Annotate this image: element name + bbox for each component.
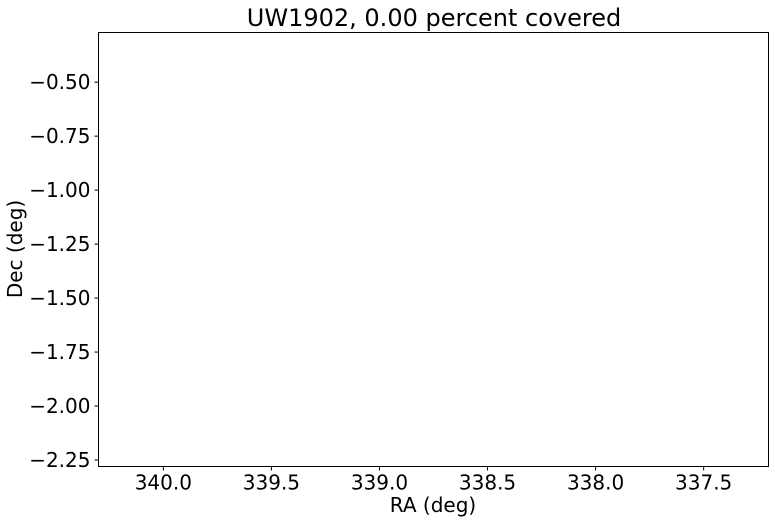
y-axis-label: Dec (deg) bbox=[3, 200, 27, 298]
plot-area-frame bbox=[98, 32, 769, 467]
chart-title: UW1902, 0.00 percent covered bbox=[247, 4, 621, 32]
y-tick-label: −1.25 bbox=[29, 232, 90, 256]
x-tick-label: 339.0 bbox=[351, 471, 408, 495]
y-tick-label: −1.75 bbox=[29, 340, 90, 364]
y-tick-label: −0.50 bbox=[29, 70, 90, 94]
x-tick-label: 339.5 bbox=[243, 471, 300, 495]
y-tick-label: −0.75 bbox=[29, 124, 90, 148]
x-tick-label: 338.5 bbox=[459, 471, 516, 495]
y-axis: −0.50 −0.75 −1.00 −1.25 −1.50 −1.75 −2.00 −2.25 bbox=[29, 70, 99, 472]
x-tick-label: 337.5 bbox=[675, 471, 732, 495]
y-tick-label: −2.25 bbox=[29, 448, 90, 472]
x-tick-label: 340.0 bbox=[135, 471, 192, 495]
x-axis-label: RA (deg) bbox=[390, 493, 476, 517]
x-axis: 340.0 339.5 339.0 338.5 338.0 337.5 bbox=[135, 466, 732, 495]
y-tick-label: −2.00 bbox=[29, 394, 90, 418]
y-tick-label: −1.00 bbox=[29, 178, 90, 202]
x-tick-label: 338.0 bbox=[567, 471, 624, 495]
y-tick-label: −1.50 bbox=[29, 286, 90, 310]
